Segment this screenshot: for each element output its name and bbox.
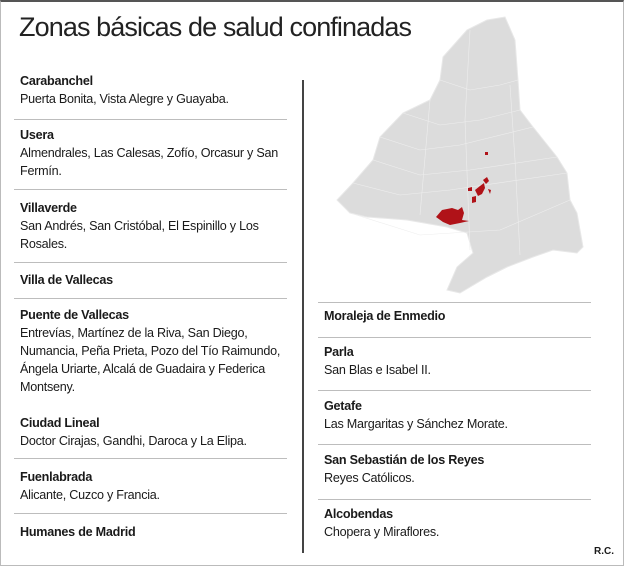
separator xyxy=(318,390,591,391)
district-name: Parla xyxy=(324,345,354,359)
district-name: San Sebastián de los Reyes xyxy=(324,453,485,467)
zone-entry-alcobendas: Alcobendas Chopera y Miraflores. xyxy=(324,505,594,541)
zone-entry-carabanchel: Carabanchel Puerta Bonita, Vista Alegre … xyxy=(20,72,304,108)
zone-entry-getafe: Getafe Las Margaritas y Sánchez Morate. xyxy=(324,397,594,433)
zone-entry-parla: Parla San Blas e Isabel II. xyxy=(324,343,594,379)
zone-entry-villaverde: Villaverde San Andrés, San Cristóbal, El… xyxy=(20,199,304,253)
highlight-alcobendas xyxy=(485,152,488,155)
zone-list: Puerta Bonita, Vista Alegre y Guayaba. xyxy=(20,92,229,106)
highlight-madrid-lower xyxy=(472,196,476,203)
zone-list: Reyes Católicos. xyxy=(324,471,415,485)
zone-list: San Andrés, San Cristóbal, El Espinillo … xyxy=(20,219,259,251)
district-name: Puente de Vallecas xyxy=(20,308,129,322)
district-name: Getafe xyxy=(324,399,362,413)
separator xyxy=(14,119,287,120)
separator xyxy=(14,458,287,459)
district-name: Alcobendas xyxy=(324,507,393,521)
separator xyxy=(14,298,287,299)
zone-list: Doctor Cirajas, Gandhi, Daroca y La Elip… xyxy=(20,434,247,448)
zone-entry-fuenlabrada: Fuenlabrada Alicante, Cuzco y Francia. xyxy=(20,468,304,504)
district-name: Humanes de Madrid xyxy=(20,525,136,539)
separator xyxy=(318,444,591,445)
zone-list: San Blas e Isabel II. xyxy=(324,363,431,377)
municipal-boundaries xyxy=(349,29,571,256)
highlight-fuenlabrada-area xyxy=(436,207,469,225)
highlight-east xyxy=(488,189,491,194)
highlight-madrid-west xyxy=(468,187,472,191)
zone-list: Chopera y Miraflores. xyxy=(324,525,440,539)
page-title: Zonas básicas de salud confinadas xyxy=(19,12,412,42)
column-divider xyxy=(302,80,304,553)
zone-list: Almendrales, Las Calesas, Zofío, Orcasur… xyxy=(20,146,278,178)
highlight-madrid-center xyxy=(483,177,489,184)
map-region-outline xyxy=(336,16,584,294)
separator xyxy=(14,262,287,263)
author-credit: R.C. xyxy=(594,546,614,557)
highlight-madrid-south xyxy=(475,183,485,196)
district-name: Carabanchel xyxy=(20,74,93,88)
district-name: Usera xyxy=(20,128,54,142)
separator xyxy=(318,337,591,338)
zone-list: Alicante, Cuzco y Francia. xyxy=(20,488,160,502)
zone-entry-humanes-de-madrid: Humanes de Madrid xyxy=(20,523,304,541)
zone-entry-san-sebastian-de-los-reyes: San Sebastián de los Reyes Reyes Católic… xyxy=(324,451,594,487)
zone-entry-usera: Usera Almendrales, Las Calesas, Zofío, O… xyxy=(20,126,304,180)
zone-list: Las Margaritas y Sánchez Morate. xyxy=(324,417,508,431)
separator xyxy=(14,189,287,190)
district-name: Villa de Vallecas xyxy=(20,273,113,287)
district-name: Moraleja de Enmedio xyxy=(324,309,446,323)
district-name: Fuenlabrada xyxy=(20,470,93,484)
zone-entry-ciudad-lineal: Ciudad Lineal Doctor Cirajas, Gandhi, Da… xyxy=(20,414,304,450)
zone-entry-villa-de-vallecas: Villa de Vallecas xyxy=(20,271,304,289)
zone-list: Entrevías, Martínez de la Riva, San Dieg… xyxy=(20,326,281,394)
separator xyxy=(318,499,591,500)
zone-entry-puente-de-vallecas: Puente de Vallecas Entrevías, Martínez d… xyxy=(20,306,304,396)
madrid-region-map xyxy=(336,16,584,294)
district-name: Ciudad Lineal xyxy=(20,416,100,430)
district-name: Villaverde xyxy=(20,201,77,215)
zone-entry-moraleja-de-enmedio: Moraleja de Enmedio xyxy=(324,307,594,325)
separator xyxy=(318,302,591,303)
separator xyxy=(14,513,287,514)
